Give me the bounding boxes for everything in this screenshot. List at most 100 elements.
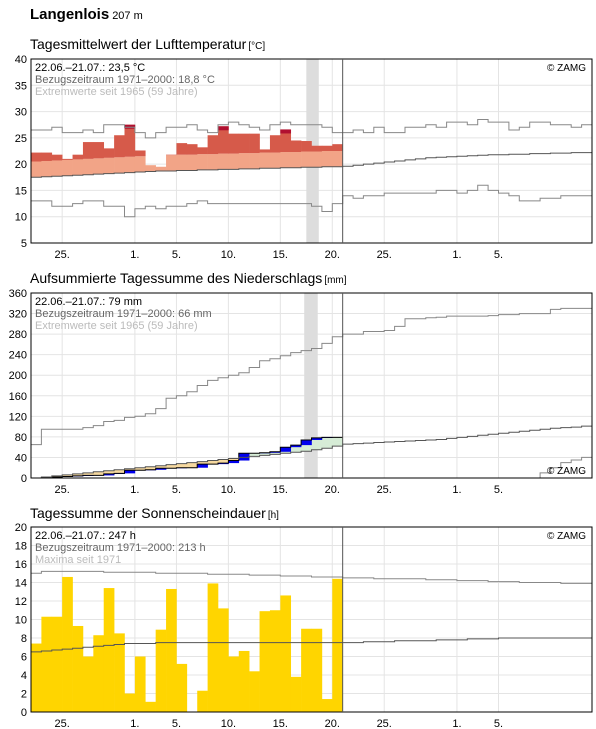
temp-base-bar (124, 156, 136, 173)
sun-bar (311, 628, 323, 712)
sun-bar (290, 676, 302, 712)
temp-copyright: © ZAMG (547, 63, 586, 74)
temp-anomaly-bar (62, 158, 73, 160)
precip-copyright: © ZAMG (547, 466, 586, 477)
sun-bar (321, 699, 333, 712)
temp-base-bar (103, 157, 115, 174)
sun-ytick-label: 2 (21, 689, 27, 701)
sun-bar (41, 616, 53, 712)
temp-base-bar (62, 159, 73, 176)
precipitation-panel-title: Aufsummierte Tagessumme des Niederschlag… (30, 270, 347, 286)
temp-anomaly-bar (249, 133, 260, 154)
precip-diff-fill (186, 462, 198, 468)
sun-ytick-label: 6 (21, 652, 27, 664)
precip-diff-fill (228, 458, 240, 461)
precip-daily-bar (103, 473, 115, 476)
temp-base-bar (155, 166, 167, 171)
sun-bar (145, 701, 156, 712)
sun-bar (301, 628, 312, 712)
temp-base-bar (321, 151, 333, 167)
precip-xtick-label: 25. (55, 484, 70, 496)
sun-bar (134, 656, 146, 712)
precip-daily-bar (280, 447, 292, 452)
sun-bar (197, 690, 208, 712)
temp-anomaly-bar (166, 154, 177, 156)
sun-bar (51, 616, 63, 712)
temp-base-bar (72, 159, 84, 176)
temp-ytick-label: 10 (15, 212, 27, 224)
sun-bar (228, 656, 240, 712)
temp-reference-text: Bezugszeitraum 1971–2000: 18,8 °C (35, 74, 215, 86)
sun-ytick-label: 18 (15, 541, 27, 553)
temp-base-bar (166, 155, 177, 171)
precip-xtick-label: 20. (325, 484, 340, 496)
temp-max-line (31, 119, 592, 139)
temp-ytick-label: 15 (15, 185, 27, 197)
temp-anomaly-bar (134, 150, 146, 157)
precip-diff-fill (155, 465, 167, 469)
precip-xtick-label: 1. (130, 484, 139, 496)
precip-cumulative-line (31, 436, 343, 479)
temp-anomaly-bar (72, 154, 84, 160)
sunshine-panel-title: Tagessumme der Sonnenscheindauer [h] (30, 505, 279, 521)
temp-base-bar (145, 165, 156, 172)
precip-diff-fill (82, 472, 94, 476)
temperature-title-text: Tagesmittelwert der Lufttemperatur (30, 36, 247, 52)
temp-ytick-label: 40 (15, 54, 27, 66)
sun-max-line (31, 570, 592, 584)
precip-daily-bar (301, 439, 312, 446)
temp-xtick-label: 5. (494, 249, 503, 261)
sun-ytick-label: 14 (15, 578, 27, 590)
temp-anomaly-bar (301, 141, 312, 152)
sun-ytick-label: 4 (21, 670, 27, 682)
temp-base-bar (280, 152, 292, 168)
temp-reference-line (31, 152, 592, 178)
temp-base-bar (176, 154, 188, 171)
precip-xtick-label: 15. (273, 484, 288, 496)
precip-xtick-label: 5. (172, 484, 181, 496)
precip-diff-fill (62, 474, 73, 477)
temp-base-bar (228, 153, 240, 170)
temp-anomaly-bar (218, 126, 229, 154)
sun-bar (103, 588, 115, 712)
temp-extreme-text: Extremwerte seit 1965 (59 Jahre) (35, 86, 198, 98)
precip-diff-fill (207, 460, 219, 465)
temp-anomaly-bar (207, 135, 219, 155)
precip-xtick-label: 1. (452, 484, 461, 496)
temp-base-bar (290, 152, 302, 168)
temp-base-bar (41, 160, 53, 177)
temp-anomaly-bar (51, 154, 63, 161)
precip-diff-fill (311, 437, 323, 450)
precip-daily-bar (155, 468, 167, 470)
temp-anomaly-bar (176, 143, 188, 155)
temp-ytick-label: 5 (21, 238, 27, 250)
temp-anomaly-bar (238, 133, 250, 154)
temp-anomaly-bar (103, 148, 115, 158)
temp-anomaly-bar (186, 144, 198, 155)
precip-gap-shade (304, 293, 318, 478)
temp-current-text: 22.06.–21.07.: 23,5 °C (35, 62, 145, 74)
temp-xtick-label: 25. (377, 249, 392, 261)
temp-ytick-label: 20 (15, 159, 27, 171)
precip-diff-fill (134, 467, 146, 471)
temp-extreme-cap (218, 126, 229, 131)
sun-plot-border (30, 526, 593, 713)
precip-diff-fill (114, 469, 125, 474)
temp-ytick-label: 35 (15, 80, 27, 92)
precip-ytick-label: 80 (15, 432, 27, 444)
sun-xtick-label: 25. (377, 718, 392, 729)
temp-base-bar (93, 158, 105, 175)
precip-daily-bar (124, 470, 136, 474)
temp-plot-border (30, 58, 593, 244)
temperature-unit: [°C] (248, 41, 266, 52)
sunshine-title-text: Tagessumme der Sonnenscheindauer (30, 505, 266, 521)
temp-anomaly-bar (280, 129, 292, 153)
temp-xtick-label: 25. (55, 249, 70, 261)
temp-base-bar (207, 154, 219, 170)
station-heading: Langenlois 207 m (30, 6, 143, 23)
precip-diff-fill (290, 445, 302, 453)
temp-anomaly-bar (228, 133, 240, 154)
sun-ytick-label: 8 (21, 633, 27, 645)
